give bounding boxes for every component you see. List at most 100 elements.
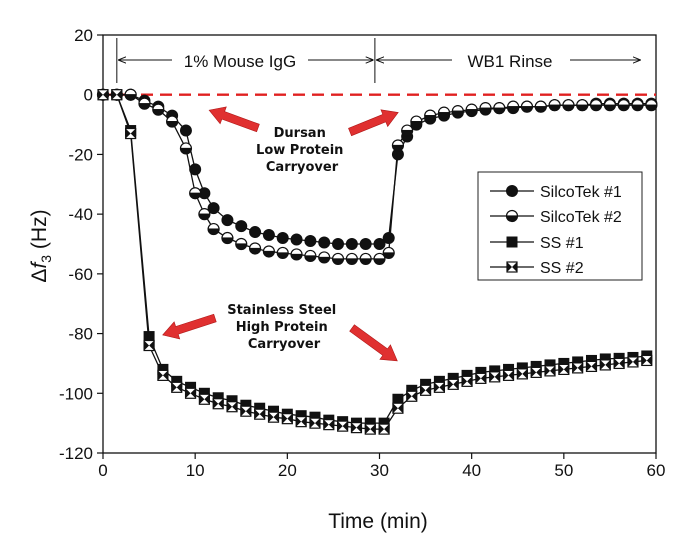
series-1-point-11: [235, 220, 248, 233]
series-2-point-30-fill: [479, 108, 491, 114]
annotation-arrow-dursan-right-shape: [348, 109, 399, 137]
series-2-point-18: [331, 252, 345, 266]
y-axis-label-unit: (Hz): [28, 209, 51, 255]
series-1-point-22: [382, 232, 395, 245]
annotation-arrow-stainless-right-shape: [349, 324, 398, 362]
y-tick-label-2: -20: [68, 145, 93, 164]
series-1-point-13: [262, 229, 275, 242]
series-2-point-20: [359, 252, 372, 266]
series-4-point-12: [267, 411, 280, 423]
series-1-point-18: [332, 238, 345, 250]
series-2-point-5-fill: [166, 121, 178, 128]
series-4-point-38-fill: [627, 356, 638, 367]
series-4-point-2: [125, 127, 137, 140]
series-2-point-17-fill: [318, 257, 330, 263]
legend-marker-2-fill: [506, 216, 518, 222]
legend-label-4: SS #2: [540, 260, 584, 277]
series-4-point-10: [240, 405, 252, 417]
series-4-point-24: [433, 381, 446, 393]
series-4-point-21-fill: [392, 403, 403, 414]
legend-label-2: SilcoTek #2: [540, 209, 622, 226]
series-2-point-19-fill: [346, 258, 358, 265]
series-4-point-7-fill: [199, 394, 210, 405]
series-4-point-5-fill: [171, 382, 182, 393]
series-1-point-19: [345, 238, 358, 250]
series-2-point-2: [124, 88, 137, 101]
legend-box: [477, 171, 643, 281]
y-tick-label-1: 0: [84, 86, 93, 105]
series-4-point-8: [212, 398, 224, 410]
series-2-point-26: [424, 109, 437, 122]
series-4-point-19: [364, 423, 376, 435]
series-4-point-0: [97, 89, 109, 101]
series-2-point-31: [493, 102, 506, 115]
series-1-point-15: [290, 233, 303, 246]
y-tick-label-5: -80: [68, 325, 93, 344]
series-2-point-13: [262, 245, 275, 258]
series-2-point-6-fill: [180, 148, 192, 154]
y-tick-label-4: -60: [68, 265, 93, 284]
series-1-point-16: [304, 235, 317, 248]
series-4-point-11-fill: [254, 409, 265, 420]
x-tick-label-5: 50: [554, 461, 573, 480]
series-4-point-12-fill: [268, 412, 279, 423]
annotation-arrow-dursan-left: [208, 106, 260, 133]
series-2-point-40-fill: [618, 105, 630, 111]
legend-marker-1: [506, 185, 518, 197]
series-2-point-23-fill: [392, 145, 404, 151]
series-2-point-26-fill: [424, 115, 436, 122]
series-2-point-7: [189, 187, 202, 200]
series-2-point-16: [304, 249, 317, 263]
series-4-point-20: [378, 423, 390, 435]
series-2-point-5: [166, 115, 179, 128]
series-1-point-20: [359, 238, 372, 250]
y-axis-label-delta: Δ: [28, 269, 51, 283]
series-4-point-4-fill: [157, 370, 168, 381]
x-tick-label-6: 60: [647, 461, 666, 480]
series-2-point-27: [437, 106, 451, 119]
legend-marker-2: [505, 209, 519, 223]
series-4-point-17: [337, 420, 349, 432]
series-2-point-36-fill: [562, 105, 574, 111]
series-4-point-23-fill: [420, 385, 431, 396]
series-2-point-34-fill: [535, 106, 547, 113]
series-4-point-8-fill: [213, 398, 224, 409]
series-2-point-24-fill: [401, 130, 413, 137]
series-4-point-32: [544, 365, 556, 377]
series-2-point-37: [576, 99, 589, 112]
series-4-point-31-fill: [531, 367, 542, 378]
y-axis-label-var: f: [28, 261, 51, 269]
series-2-point-25-fill: [410, 121, 422, 128]
series-2-point-11: [235, 237, 248, 251]
series-4-point-0-fill: [98, 89, 108, 100]
legend: SilcoTek #1 SilcoTek #2 SS #1 SS #2: [477, 171, 643, 281]
plot-layer: 0 10 20 30 40 50 60 20 0 -20 -40 -60 -80 -100 -120: [59, 26, 665, 480]
series-2-point-31-fill: [493, 108, 505, 114]
series-2-point-24: [401, 124, 414, 137]
series-2-point-11-fill: [235, 244, 247, 250]
series-2-point-38-fill: [590, 105, 602, 111]
series-4-point-22: [406, 390, 418, 402]
series-4-point-25: [447, 378, 459, 390]
y-tick-label-0: 20: [74, 26, 93, 45]
series-4-point-29: [502, 369, 515, 381]
series-1-point-9: [207, 202, 220, 215]
series-4-point-5: [171, 381, 183, 393]
x-axis-label: Time (min): [328, 510, 428, 533]
series-4-point-9: [226, 401, 238, 413]
series-4-point-6: [184, 387, 197, 399]
series-2-point-10-fill: [221, 238, 233, 244]
series-2-point-22: [382, 246, 395, 260]
phase-label-rinse: WB1 Rinse: [467, 52, 552, 71]
annotation-stainless-line1: Stainless Steel: [227, 303, 336, 318]
series-4-point-1: [111, 89, 123, 101]
series-2-point-19: [345, 252, 358, 266]
annotation-arrow-dursan-right: [348, 109, 399, 137]
series-4-point-28-fill: [489, 371, 500, 382]
series-4-point-31: [530, 366, 542, 378]
series-4-point-37-fill: [614, 358, 625, 369]
annotation-arrow-stainless-left-shape: [162, 313, 217, 340]
series-2-point-9-fill: [208, 229, 220, 235]
annotation-arrow-stainless-left: [162, 313, 217, 340]
series-4-point-26: [461, 375, 473, 387]
